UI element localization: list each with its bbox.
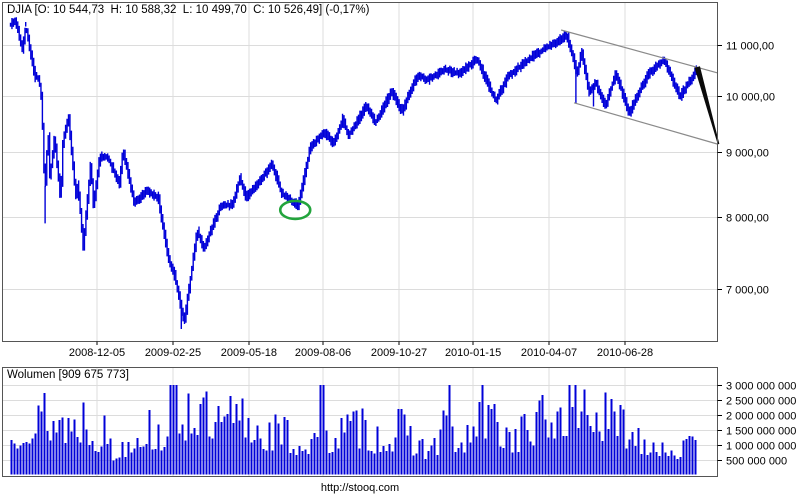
volume-y-tick-label: 1 000 000 000 <box>726 441 796 453</box>
price-y-tick-label: 7 000,00 <box>726 285 769 297</box>
x-tick-label: 2009-02-25 <box>145 347 201 359</box>
x-tick-label: 2010-04-07 <box>521 347 577 359</box>
x-tick-label: 2009-05-18 <box>221 347 277 359</box>
volume-y-tick-label: 500 000 000 <box>726 456 787 468</box>
trend-channel-upper <box>560 29 718 74</box>
x-tick-label: 2009-08-06 <box>295 347 351 359</box>
x-tick-label: 2009-10-27 <box>371 347 427 359</box>
price-y-tick-label: 10 000,00 <box>726 92 775 104</box>
highlight-ellipse <box>278 199 312 221</box>
x-tick-label: 2010-06-28 <box>597 347 653 359</box>
volume-bars <box>10 385 697 475</box>
volume-y-tick-label: 2 500 000 000 <box>726 396 796 408</box>
price-series <box>9 17 698 325</box>
price-y-tick-label: 8 000,00 <box>726 213 769 225</box>
projection-arrow <box>694 66 720 145</box>
volume-y-tick-label: 3 000 000 000 <box>726 381 796 393</box>
price-y-tick-label: 9 000,00 <box>726 148 769 160</box>
price-panel-header: DJIA [O: 10 544,73 H: 10 588,32 L: 10 49… <box>7 4 370 16</box>
volume-panel-header: Wolumen [909 675 773] <box>7 369 129 381</box>
price-panel-border <box>2 2 718 342</box>
volume-panel-border <box>2 367 718 477</box>
x-tick-label: 2010-01-15 <box>445 347 501 359</box>
volume-y-tick-label: 1 500 000 000 <box>726 426 796 438</box>
volume-y-tick-label: 2 000 000 000 <box>726 411 796 423</box>
footer-url[interactable]: http://stooq.com <box>320 482 400 494</box>
price-gridlines <box>2 2 718 342</box>
price-y-tick-label: 11 000,00 <box>726 41 774 53</box>
trend-channel-lower <box>573 102 718 145</box>
x-tick-label: 2008-12-05 <box>69 347 125 359</box>
axis-tick-marks <box>96 45 722 461</box>
price-extreme-wicks <box>25 22 595 329</box>
